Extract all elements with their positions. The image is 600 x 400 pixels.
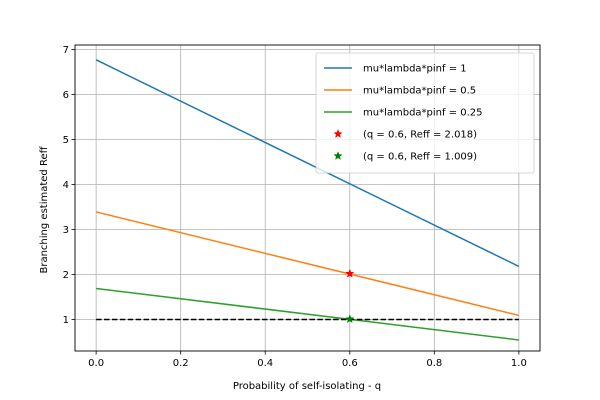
y-axis-label: Branching estimated Reff — [39, 145, 50, 273]
series-line-1 — [95, 59, 520, 268]
legend-label: (q = 0.6, Reff = 2.018) — [363, 130, 477, 141]
x-tick-label: 0.8 — [426, 358, 442, 369]
y-tick-label: 2 — [63, 270, 69, 281]
legend-label: mu*lambda*pinf = 0.25 — [363, 108, 483, 119]
plot-frame — [74, 44, 541, 352]
legend-label: mu*lambda*pinf = 0.5 — [363, 86, 476, 97]
y-tick-label: 6 — [63, 90, 69, 101]
y-tick-label: 1 — [63, 315, 69, 326]
x-axis-ticks: 0.0 0.2 0.4 0.6 0.8 1.0 — [88, 351, 527, 369]
marker-point-4 — [345, 268, 355, 278]
series-line-3 — [96, 287, 519, 341]
legend-swatch-marker — [333, 151, 343, 160]
legend-label: (q = 0.6, Reff = 1.009) — [363, 152, 477, 163]
x-tick-label: 0.6 — [342, 358, 358, 369]
y-tick-label: 3 — [63, 225, 69, 236]
marker-point-5 — [345, 314, 355, 324]
y-tick-label: 7 — [63, 45, 69, 56]
legend-box — [315, 52, 535, 174]
series-line-2 — [95, 211, 520, 317]
x-tick-label: 0.2 — [173, 358, 189, 369]
legend: mu*lambda*pinf = 1 mu*lambda*pinf = 0.5 mu… — [315, 52, 535, 174]
legend-swatch-marker — [333, 129, 343, 138]
y-tick-label: 5 — [63, 135, 69, 146]
y-tick-label: 4 — [63, 180, 69, 191]
plot-lines — [95, 59, 520, 341]
x-tick-label: 1.0 — [511, 358, 527, 369]
y-axis-ticks: 1 2 3 4 5 6 7 — [63, 45, 75, 326]
x-tick-label: 0.0 — [88, 358, 104, 369]
legend-label: mu*lambda*pinf = 1 — [363, 64, 467, 75]
x-axis-label: Probability of self-isolating - q — [233, 381, 381, 392]
x-tick-label: 0.4 — [257, 358, 273, 369]
